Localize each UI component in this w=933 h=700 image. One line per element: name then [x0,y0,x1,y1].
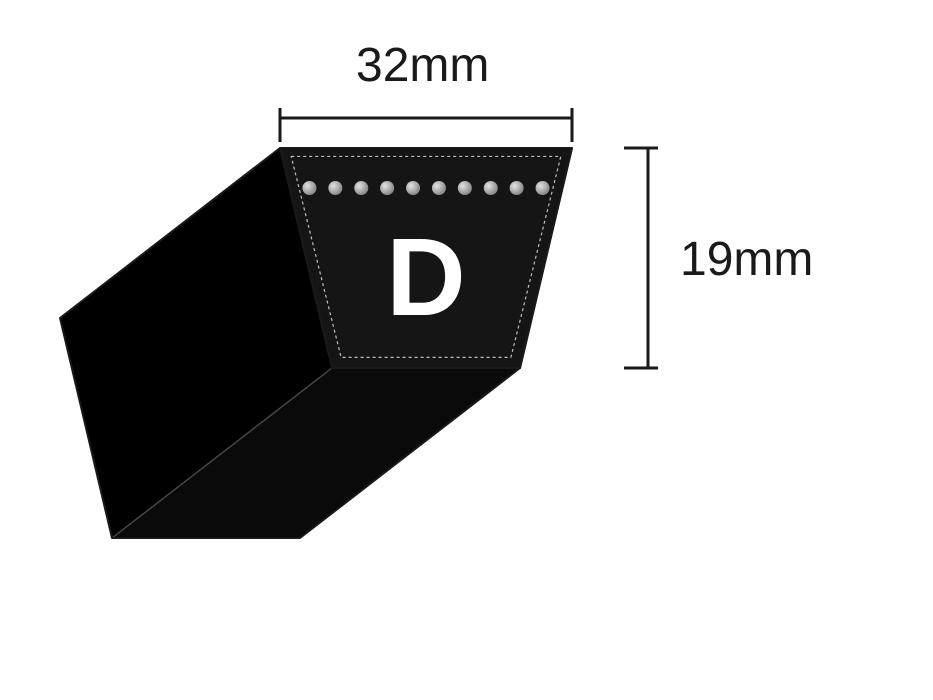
tension-cord [406,181,420,195]
belt-svg: D [0,0,933,700]
tension-cord [328,181,342,195]
tension-cord [302,181,316,195]
tension-cord [432,181,446,195]
tension-cord [380,181,394,195]
width-dimension-label: 32mm [356,38,489,93]
belt-section-letter: D [386,216,465,339]
tension-cord [510,181,524,195]
tension-cord [458,181,472,195]
tension-cord [536,181,550,195]
tension-cord [484,181,498,195]
tension-cord [354,181,368,195]
height-dimension-label: 19mm [680,232,813,287]
belt-diagram-container: D 32mm 19mm [0,0,933,700]
